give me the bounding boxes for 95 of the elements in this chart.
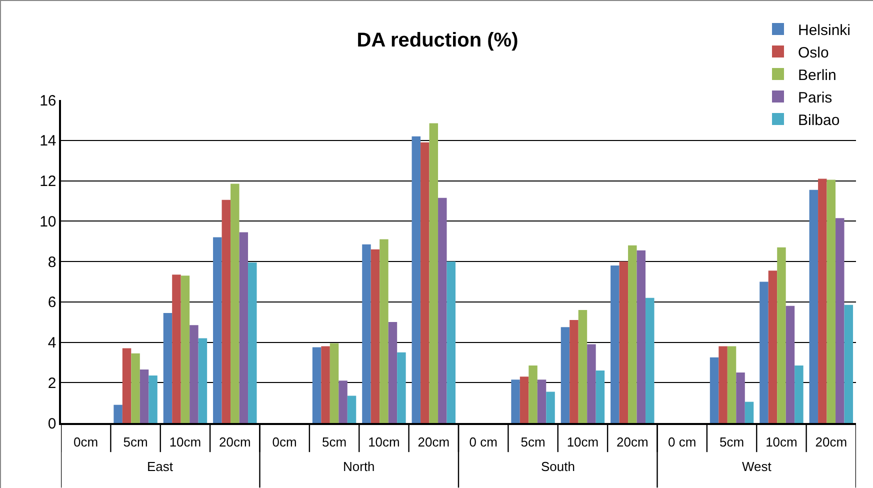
bar: [347, 396, 356, 423]
bar: [239, 232, 248, 423]
bar: [587, 344, 596, 423]
bar: [578, 310, 588, 423]
y-tick-label: 8: [48, 254, 56, 271]
bar: [163, 312, 172, 423]
bar: [636, 250, 646, 423]
bar: [338, 380, 348, 423]
bar: [230, 184, 240, 423]
bar: [370, 249, 380, 423]
x-tick-label: 10cm: [169, 434, 202, 450]
x-tick-label: 10cm: [766, 434, 798, 450]
bar: [619, 262, 628, 423]
text: South: [541, 459, 575, 474]
text: North: [343, 459, 375, 474]
bar: [312, 347, 322, 423]
bar: [388, 322, 398, 423]
bar: [321, 346, 330, 423]
bar: [412, 136, 421, 423]
bar: [438, 198, 447, 423]
text: West: [742, 459, 772, 474]
bar: [546, 392, 555, 423]
bar: [213, 237, 222, 423]
y-tick-label: 10: [40, 213, 56, 230]
bar: [836, 218, 844, 423]
bar: [768, 270, 778, 423]
x-tick-label: 5cm: [123, 434, 148, 450]
y-tick-label: 0: [48, 415, 56, 432]
bar: [710, 357, 719, 423]
legend-label: Paris: [798, 89, 832, 106]
bar: [560, 327, 570, 423]
bar: [777, 247, 786, 423]
bar: [727, 346, 736, 423]
bar: [520, 376, 529, 423]
bar: [380, 239, 388, 423]
bar: [222, 200, 231, 423]
y-tick-label: 2: [48, 374, 56, 392]
bar: [818, 178, 827, 423]
bar: [826, 180, 836, 423]
x-tick-label: 10cm: [566, 434, 599, 450]
bar: [114, 404, 122, 423]
y-tick-label: 6: [48, 294, 56, 312]
chart-title: DA reduction (%): [356, 30, 518, 52]
bar: [610, 266, 620, 423]
bar: [718, 346, 728, 423]
y-tick-label: 12: [40, 173, 56, 190]
x-tick-label: 5cm: [322, 434, 347, 450]
bar: [362, 244, 371, 423]
bar: [248, 262, 257, 423]
x-tick-label: 0cm: [74, 434, 98, 450]
x-tick-label: 20cm: [219, 434, 251, 450]
bar: [511, 380, 520, 423]
x-tick-label: 5cm: [520, 434, 546, 450]
bar: [131, 353, 140, 423]
bar: [537, 380, 546, 423]
bar: [446, 262, 456, 423]
bar: [628, 245, 637, 423]
legend-label: Bilbao: [798, 112, 840, 129]
y-tick-label: 16: [40, 92, 56, 110]
legend-label: Berlin: [798, 66, 836, 84]
bar: [190, 325, 198, 423]
bar: [330, 343, 339, 423]
bar: [596, 370, 605, 423]
bar: [646, 298, 654, 423]
bar: [198, 338, 208, 423]
text: East: [147, 459, 174, 474]
y-tick-label: 14: [40, 132, 56, 150]
x-tick-label: 20cm: [418, 434, 450, 450]
bar: [140, 370, 149, 423]
bar: [148, 376, 158, 423]
bar: [570, 320, 578, 423]
bar: [397, 352, 406, 423]
bar: [809, 190, 818, 423]
bar: [794, 365, 804, 423]
bar: [736, 372, 745, 423]
bar: [420, 142, 430, 423]
x-tick-label: 10cm: [368, 434, 400, 450]
bar: [744, 402, 754, 423]
x-tick-label: 0 cm: [469, 434, 498, 450]
bar: [429, 123, 438, 423]
y-tick-label: 4: [48, 334, 56, 352]
bar: [528, 365, 538, 423]
x-tick-label: 0 cm: [668, 434, 696, 450]
legend-label: Oslo: [798, 44, 829, 62]
legend-label: Helsinki: [798, 22, 851, 39]
bar: [122, 348, 132, 423]
bar: [844, 304, 854, 423]
bar: [172, 274, 181, 423]
bar: [786, 306, 795, 423]
x-tick-label: 20cm: [616, 434, 648, 450]
bar: [180, 276, 190, 423]
x-tick-label: 5cm: [720, 434, 744, 450]
x-tick-label: 0cm: [272, 434, 297, 450]
bar: [760, 282, 768, 423]
x-tick-label: 20cm: [815, 434, 848, 450]
